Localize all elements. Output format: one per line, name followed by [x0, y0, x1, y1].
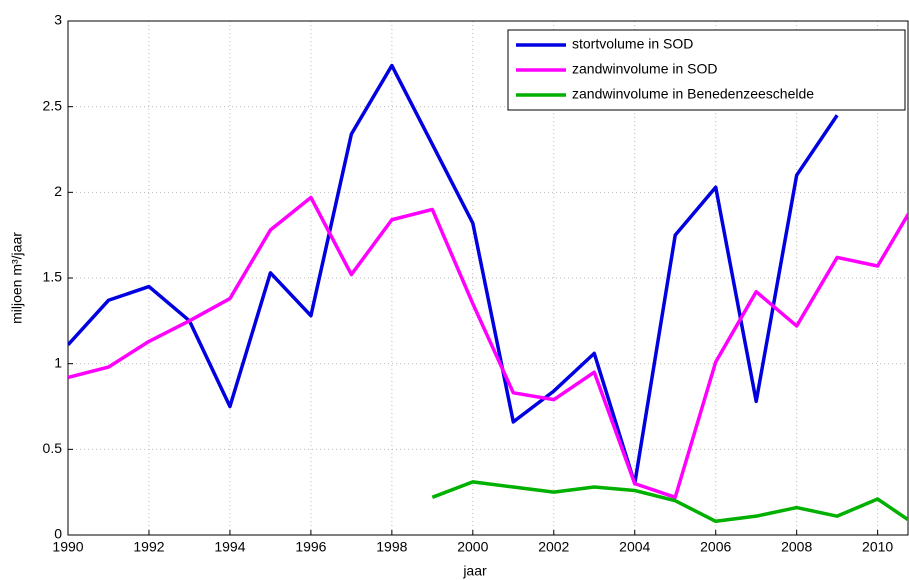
y-tick-label: 2.5 [43, 97, 63, 113]
y-tick-label: 3 [54, 12, 62, 28]
line-series [68, 195, 908, 500]
x-tick-label: 1992 [133, 539, 164, 555]
y-tick-label: 0.5 [43, 440, 63, 456]
y-tick-label: 1.5 [43, 269, 63, 285]
legend-label: zandwinvolume in SOD [572, 61, 718, 77]
x-tick-label: 2008 [781, 539, 812, 555]
x-axis-label: jaar [462, 563, 487, 579]
x-tick-label: 2006 [700, 539, 731, 555]
line-series [68, 63, 839, 486]
x-tick-label: 2002 [538, 539, 569, 555]
y-axis-label: miljoen m³/jaar [9, 232, 25, 324]
y-tick-label: 0 [54, 526, 62, 542]
x-tick-label: 2004 [619, 539, 650, 555]
legend-label: stortvolume in SOD [572, 36, 693, 52]
legend-box [507, 29, 906, 111]
plot-frame [67, 20, 909, 536]
x-tick-label: 1998 [376, 539, 407, 555]
x-tick-label: 1996 [295, 539, 326, 555]
y-tick-label: 2 [54, 183, 62, 199]
y-tick-label: 1 [54, 354, 62, 370]
line-series [431, 480, 908, 524]
x-tick-label: 1994 [214, 539, 245, 555]
x-tick-label: 2010 [862, 539, 893, 555]
plot-area [68, 63, 908, 524]
x-tick-label: 1990 [52, 539, 83, 555]
x-tick-label: 2000 [457, 539, 488, 555]
legend-label: zandwinvolume in Benedenzeeschelde [572, 86, 814, 102]
